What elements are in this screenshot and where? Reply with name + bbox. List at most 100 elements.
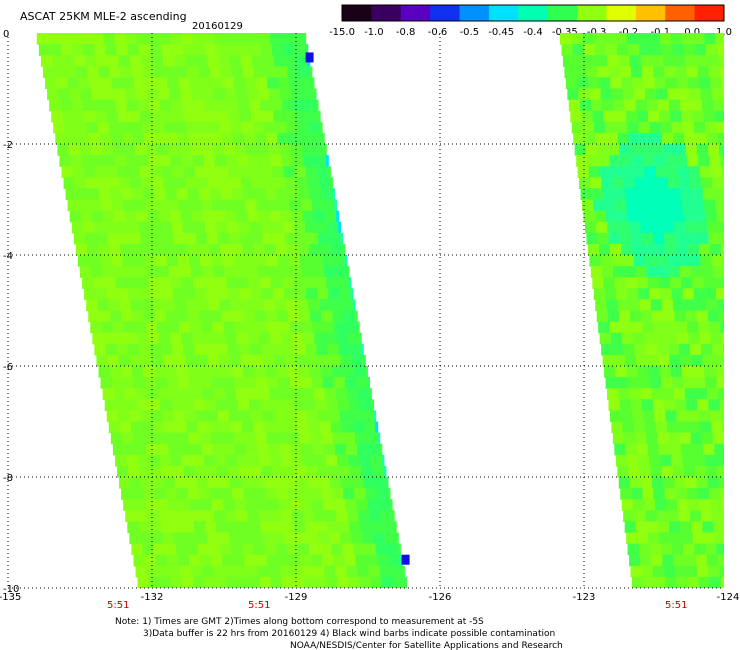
swath-cell <box>296 477 309 489</box>
swath-cell <box>240 55 253 67</box>
swath-cell <box>168 266 181 278</box>
swath-cell <box>82 277 94 289</box>
swath-cell <box>698 410 711 423</box>
swath-cell <box>320 488 333 500</box>
swath-cell <box>147 332 160 345</box>
swath-cell <box>628 465 641 478</box>
swath-cell <box>357 388 370 400</box>
swath-cell <box>128 166 140 178</box>
swath-cell <box>98 66 111 78</box>
swath-cell <box>219 421 232 434</box>
swath-cell <box>169 210 182 223</box>
swath-cell <box>220 543 232 556</box>
swath-cell <box>143 488 156 500</box>
swath-cell <box>644 166 656 178</box>
swath-cell <box>306 288 318 300</box>
swath-cell <box>576 155 588 167</box>
swath-cell <box>160 521 173 534</box>
swath-cell <box>209 488 222 500</box>
swath-cell <box>102 266 114 278</box>
colorbar-tick-label: -0.3 <box>587 27 607 38</box>
swath-cell <box>182 521 195 534</box>
swath-cell <box>254 310 267 323</box>
swath-cell <box>685 144 698 156</box>
swath-cell <box>662 221 675 234</box>
swath-cell <box>63 55 75 67</box>
swath-cell <box>593 288 606 300</box>
swath-cell <box>187 488 200 500</box>
swath-cell <box>605 121 617 134</box>
swath-cell <box>251 410 263 423</box>
swath-cell <box>149 343 162 356</box>
swath-cell <box>308 421 321 434</box>
swath-cell <box>317 110 321 123</box>
swath-cell <box>726 533 735 545</box>
swath-cell <box>585 55 597 67</box>
swath-cell <box>205 521 217 534</box>
swath-cell <box>252 477 264 489</box>
swath-cell <box>654 243 667 256</box>
swath-cell <box>682 454 695 467</box>
swath-cell <box>320 543 332 556</box>
swath-cell <box>234 321 247 334</box>
swath-cell <box>657 432 669 445</box>
swath-cell <box>136 332 149 345</box>
swath-cell <box>717 132 724 145</box>
swath-cell <box>689 421 701 434</box>
swath-cell <box>173 110 185 123</box>
swath-cell <box>230 477 242 489</box>
swath-cell <box>204 99 217 112</box>
swath-cell <box>680 443 693 456</box>
swath-cell <box>685 477 698 489</box>
swath-cell <box>689 343 702 356</box>
swath-cell <box>331 243 343 256</box>
swath-cell <box>375 421 379 434</box>
colorbar-tick-label: -0.6 <box>428 27 448 38</box>
swath-cell <box>297 121 310 134</box>
swath-cell <box>211 255 223 267</box>
colorbar-segment <box>430 5 461 21</box>
swath-cell <box>249 44 262 56</box>
swath-cell <box>201 443 214 456</box>
swath-cell <box>233 554 246 567</box>
swath-cell <box>322 255 334 267</box>
swath-cell <box>581 110 594 123</box>
swath-cell <box>613 354 626 367</box>
swath-cell <box>114 332 127 345</box>
swath-cell <box>83 166 96 178</box>
swath-cell <box>723 177 724 189</box>
swath-cell <box>582 121 595 134</box>
swath-cell <box>207 232 219 245</box>
swath-cell <box>36 33 49 45</box>
swath-cell <box>649 543 662 556</box>
swath-cell <box>107 232 119 245</box>
swath-cell <box>724 100 734 112</box>
swath-cell <box>314 454 327 467</box>
swath-cell <box>571 121 584 134</box>
swath-cell <box>130 121 143 134</box>
swath-cell <box>141 177 153 189</box>
swath-cell <box>689 510 702 522</box>
swath-cell <box>702 521 715 534</box>
swath-cell <box>643 77 656 90</box>
swath-cell <box>259 454 271 467</box>
swath-cell <box>157 443 170 456</box>
swath-cell <box>98 188 111 201</box>
swath-cell <box>104 99 117 112</box>
swath-cell <box>194 465 207 478</box>
swath-cell <box>226 99 239 112</box>
swath-cell <box>92 332 105 345</box>
swath-cell <box>671 121 684 134</box>
swath-cell <box>639 465 652 478</box>
swath-cell <box>624 354 637 367</box>
swath-cell <box>674 144 687 156</box>
swath-cell <box>100 377 113 389</box>
note-line-2: 3)Data buffer is 22 hrs from 20160129 4)… <box>143 629 555 639</box>
swath-cell <box>362 410 374 423</box>
swath-cell <box>369 388 373 400</box>
swath-cell <box>144 132 156 145</box>
swath-cell <box>72 166 85 178</box>
x-tick-label: -132 <box>141 592 164 603</box>
swath-cell <box>714 443 724 456</box>
swath-cell <box>249 343 262 356</box>
